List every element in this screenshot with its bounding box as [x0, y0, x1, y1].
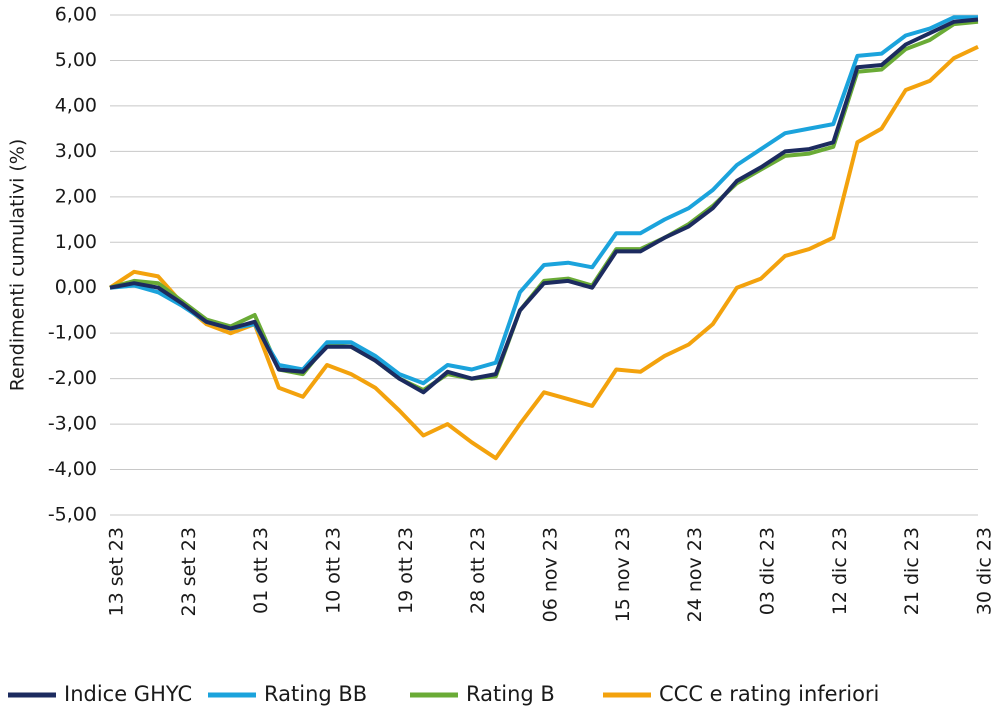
x-tick-label: 23 set 23	[178, 527, 200, 616]
y-tick-label: -5,00	[48, 504, 97, 526]
y-tick-label: 2,00	[55, 185, 97, 207]
legend-label: Rating BB	[264, 682, 367, 706]
y-tick-label: -2,00	[48, 367, 97, 389]
legend-label: Rating B	[466, 682, 555, 706]
y-tick-label: 5,00	[55, 49, 97, 71]
x-tick-label: 01 ott 23	[250, 527, 272, 614]
y-tick-label: 4,00	[55, 94, 97, 116]
x-tick-label: 03 dic 23	[757, 527, 779, 615]
y-axis-label: Rendimenti cumulativi (%)	[7, 139, 29, 392]
x-tick-label: 12 dic 23	[829, 527, 851, 615]
y-tick-label: 1,00	[55, 231, 97, 253]
y-tick-label: -4,00	[48, 458, 97, 480]
series-line	[109, 17, 979, 395]
series-line	[109, 19, 979, 392]
x-tick-label: 28 ott 23	[467, 527, 489, 614]
series-line	[109, 15, 978, 386]
series-line	[108, 44, 979, 461]
y-tick-label: -3,00	[48, 413, 97, 435]
x-tick-label: 24 nov 23	[684, 527, 706, 622]
y-tick-label: -1,00	[48, 322, 97, 344]
x-tick-label: 30 dic 23	[974, 527, 996, 615]
legend-label: CCC e rating inferiori	[659, 682, 879, 706]
x-tick-label: 15 nov 23	[612, 527, 634, 622]
y-tick-label: 0,00	[55, 276, 97, 298]
x-tick-label: 06 nov 23	[540, 527, 562, 622]
x-tick-label: 21 dic 23	[901, 527, 923, 615]
legend-label: Indice GHYC	[64, 682, 192, 706]
y-tick-label: 6,00	[55, 4, 97, 26]
y-tick-label: 3,00	[55, 140, 97, 162]
x-tick-label: 10 ott 23	[323, 527, 345, 614]
x-tick-label: 13 set 23	[106, 527, 128, 616]
x-tick-label: 19 ott 23	[395, 527, 417, 614]
